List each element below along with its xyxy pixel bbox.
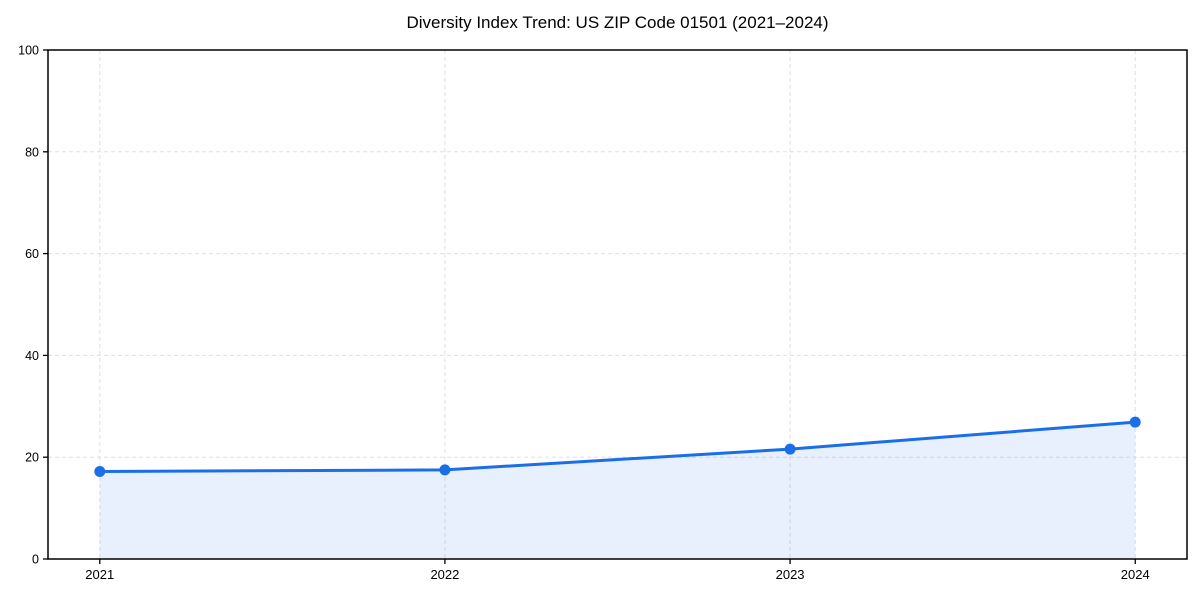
plot-frame [47, 49, 1188, 560]
data-point [94, 466, 106, 477]
data-point [1129, 416, 1141, 428]
chart-title: Diversity Index Trend: US ZIP Code 01501… [406, 13, 829, 32]
data-point [784, 443, 796, 455]
y-tick-label: 20 [25, 451, 39, 465]
data-point [439, 464, 451, 476]
area-fill [99, 422, 1136, 559]
x-tick-label: 2023 [776, 567, 805, 582]
y-tick-label: 100 [18, 44, 39, 58]
y-tick-label: 40 [25, 349, 39, 363]
x-tick-label: 2024 [1121, 567, 1150, 582]
trend-line [98, 420, 1137, 473]
y-tick-label: 80 [25, 145, 39, 159]
y-tick-label: 60 [25, 247, 39, 261]
x-tick-label: 2022 [430, 567, 459, 582]
y-tick-label: 0 [32, 553, 39, 567]
x-tick-label: 2021 [85, 567, 114, 582]
